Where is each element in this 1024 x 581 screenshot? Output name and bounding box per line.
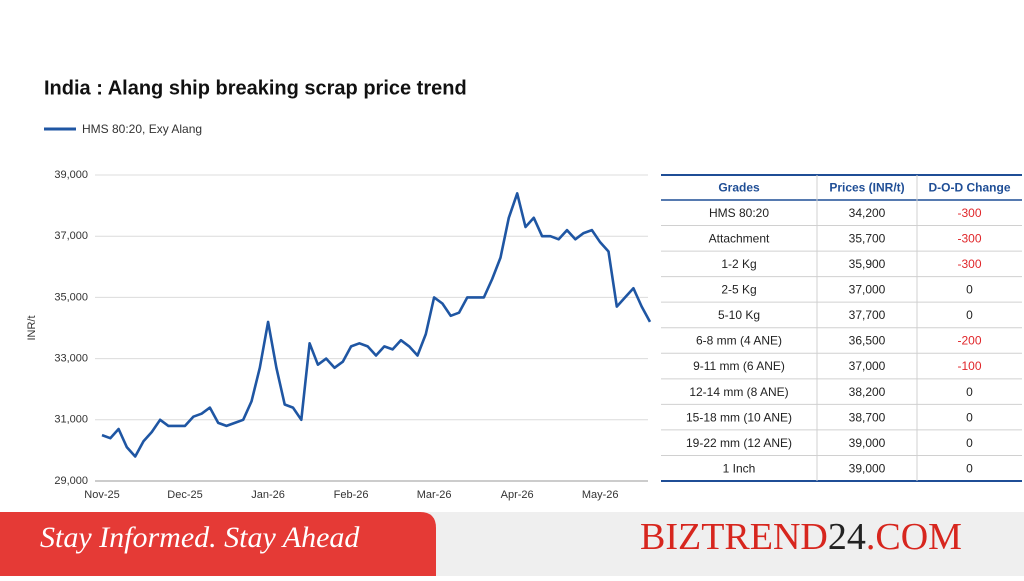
tagline: Stay Informed. Stay Ahead <box>40 521 360 554</box>
table-cell: 19-22 mm (12 ANE) <box>686 436 792 450</box>
y-tick-label: 33,000 <box>54 353 88 365</box>
table-cell: 0 <box>966 461 973 475</box>
table-cell: -300 <box>957 231 981 245</box>
table-cell: -300 <box>957 257 981 271</box>
table-cell: 0 <box>966 410 973 424</box>
logo-part: BIZTREND <box>640 516 828 558</box>
chart-title: India : Alang ship breaking scrap price … <box>44 77 467 99</box>
y-tick-label: 37,000 <box>54 230 88 242</box>
table-cell: 38,200 <box>849 385 886 399</box>
table-cell: -200 <box>957 334 981 348</box>
table-cell: 5-10 Kg <box>718 308 760 322</box>
table-cell: 37,700 <box>849 308 886 322</box>
table-cell: 0 <box>966 308 973 322</box>
logo-part: 24 <box>828 516 866 558</box>
table-cell: 0 <box>966 283 973 297</box>
table-cell: 0 <box>966 385 973 399</box>
table-cell: -300 <box>957 206 981 220</box>
logo-part: .COM <box>866 516 962 558</box>
table-cell: 1-2 Kg <box>721 257 756 271</box>
y-tick-label: 35,000 <box>54 291 88 303</box>
legend-label: HMS 80:20, Exy Alang <box>82 122 202 136</box>
table-cell: HMS 80:20 <box>709 206 769 220</box>
x-tick-label: Apr-26 <box>501 489 534 501</box>
table-cell: 36,500 <box>849 334 886 348</box>
table-header-bg <box>661 175 1022 200</box>
x-tick-label: Nov-25 <box>84 489 119 501</box>
table-cell: 35,700 <box>849 231 886 245</box>
table-header: Prices (INR/t) <box>829 181 904 195</box>
table-cell: 1 Inch <box>723 461 756 475</box>
table-cell: 39,000 <box>849 436 886 450</box>
table-cell: 37,000 <box>849 359 886 373</box>
logo: BIZTREND24.COM <box>640 516 962 558</box>
table-cell: Attachment <box>709 231 770 245</box>
x-tick-label: Dec-25 <box>167 489 202 501</box>
table-cell: 39,000 <box>849 461 886 475</box>
table-cell: 35,900 <box>849 257 886 271</box>
y-tick-label: 39,000 <box>54 169 88 181</box>
y-tick-label: 31,000 <box>54 414 88 426</box>
tagline-bg <box>0 512 436 576</box>
x-tick-label: Mar-26 <box>417 489 452 501</box>
table-cell: 37,000 <box>849 283 886 297</box>
table-cell: 9-11 mm (6 ANE) <box>693 359 785 373</box>
line <box>101 192 652 458</box>
table-cell: 0 <box>966 436 973 450</box>
table-cell: 38,700 <box>849 410 886 424</box>
table-header: D-O-D Change <box>929 181 1011 195</box>
y-tick-label: 29,000 <box>54 475 88 487</box>
x-tick-label: May-26 <box>582 489 619 501</box>
x-tick-label: Jan-26 <box>251 489 285 501</box>
y-axis-label: INR/t <box>26 315 38 340</box>
table-cell: 2-5 Kg <box>721 283 756 297</box>
table-cell: 34,200 <box>849 206 886 220</box>
table-header: Grades <box>718 181 760 195</box>
table-cell: -100 <box>957 359 981 373</box>
x-tick-label: Feb-26 <box>334 489 369 501</box>
table-cell: 12-14 mm (8 ANE) <box>689 385 788 399</box>
table-cell: 6-8 mm (4 ANE) <box>696 334 782 348</box>
table-cell: 15-18 mm (10 ANE) <box>686 410 792 424</box>
